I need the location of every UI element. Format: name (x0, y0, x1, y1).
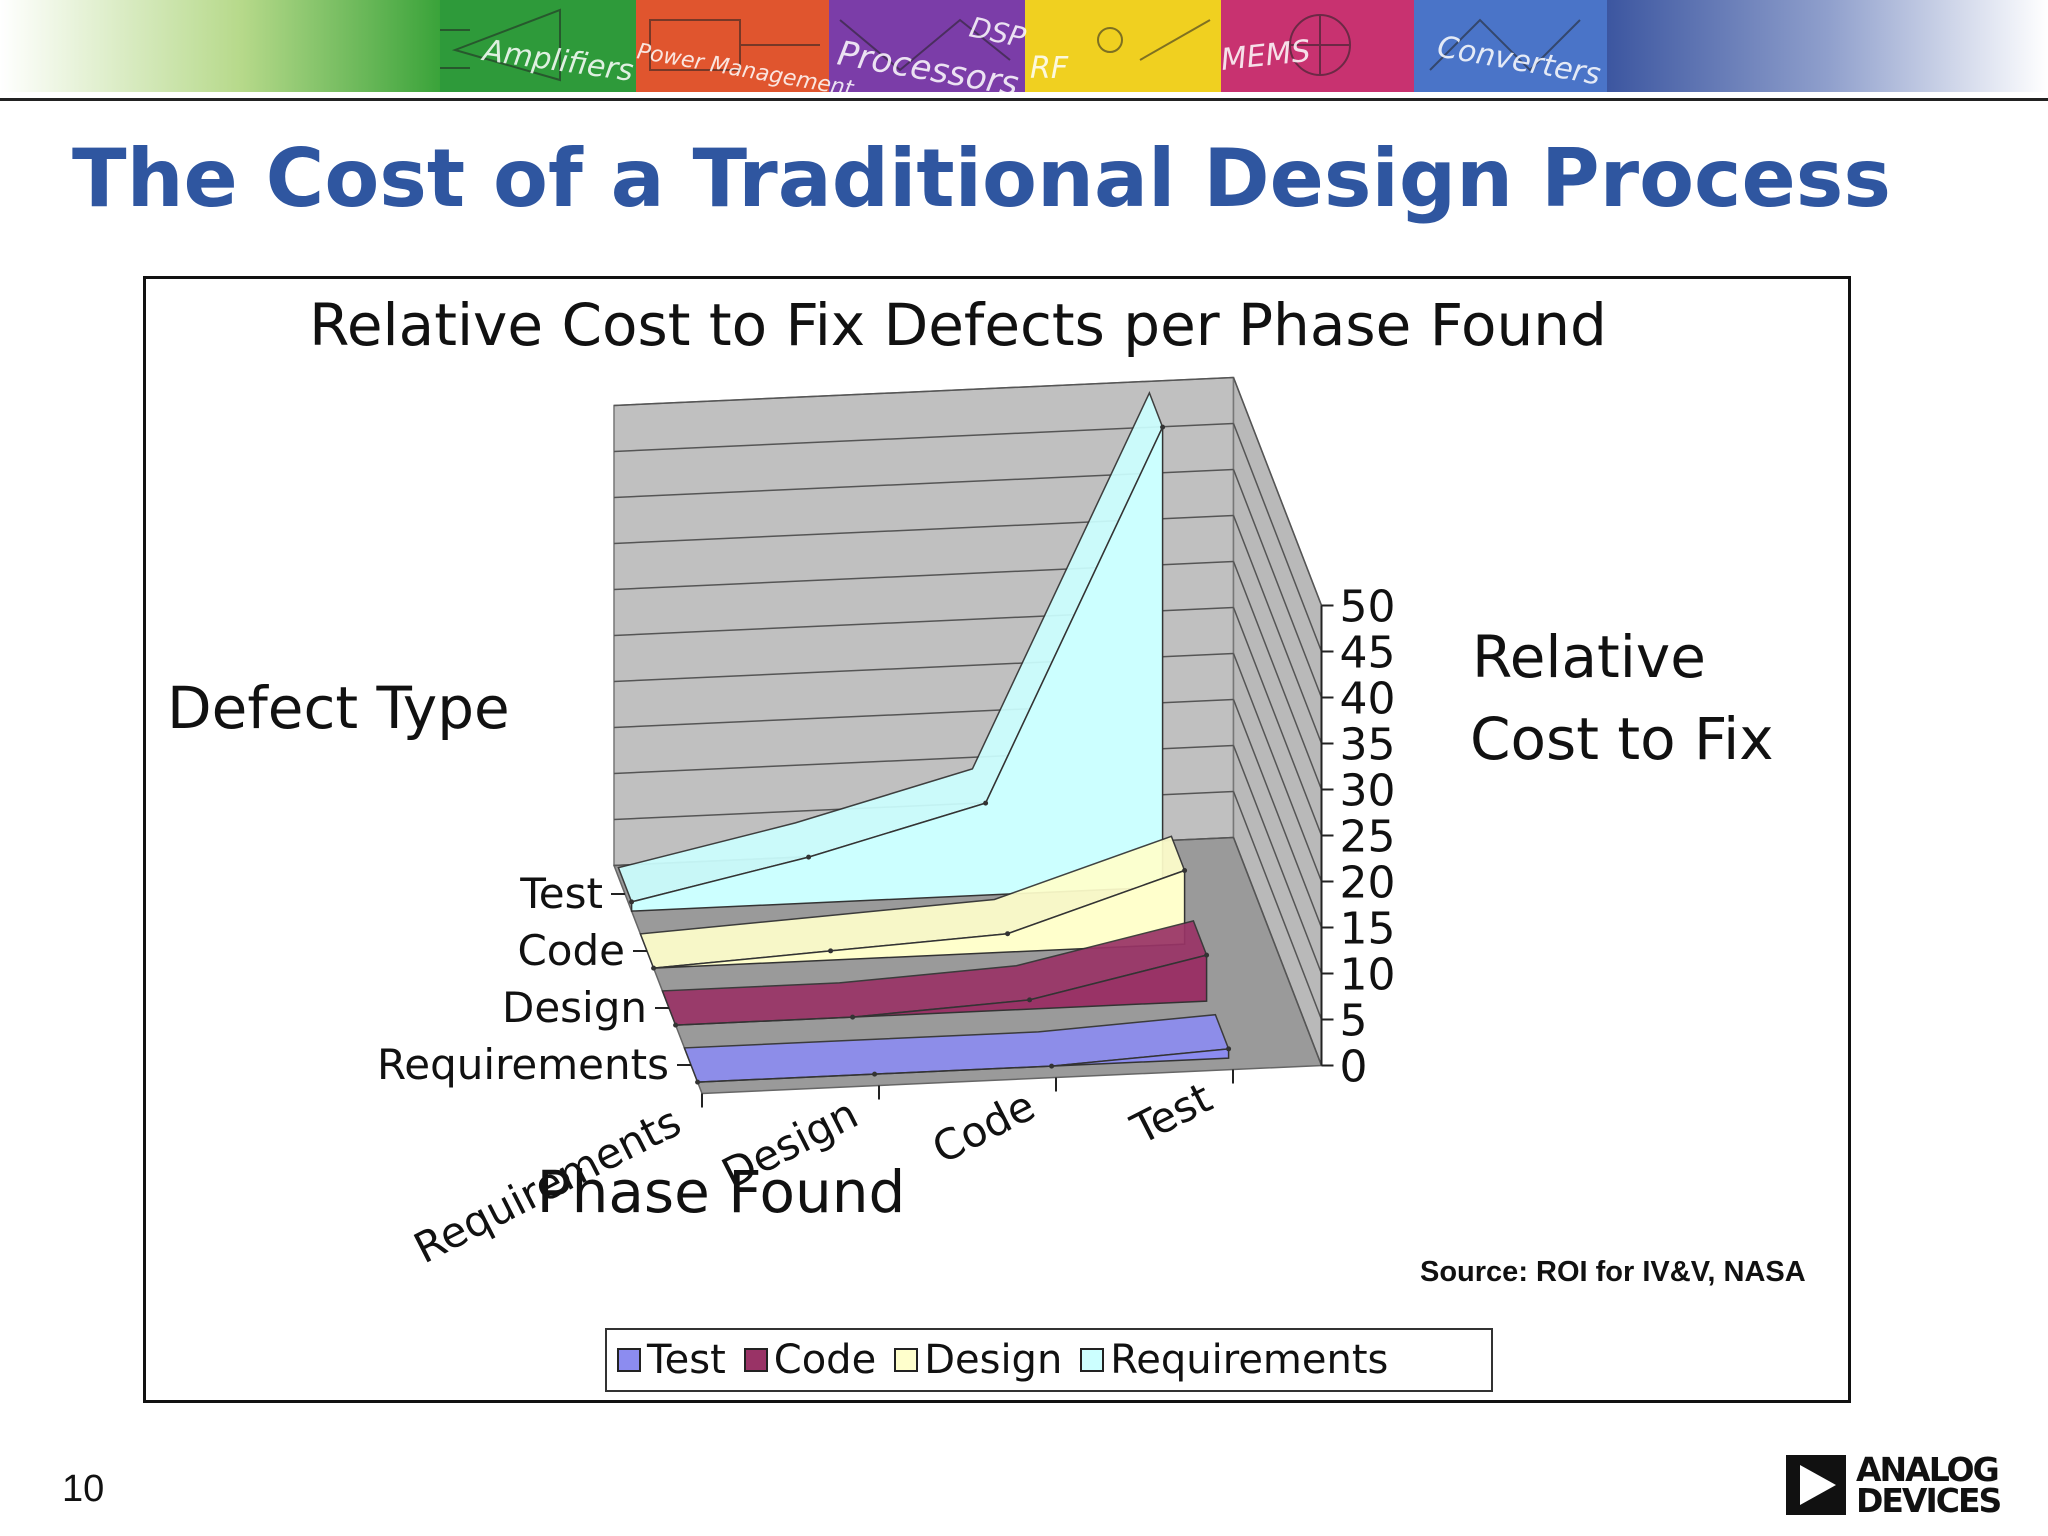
legend-item: Requirements (1080, 1337, 1388, 1383)
chart-svg: Relative Cost to Fix Defects per Phase F… (167, 291, 1774, 1273)
data-point (806, 854, 812, 860)
y-axis-title-line: Cost to Fix (1470, 705, 1774, 773)
gridline (1232, 515, 1323, 744)
gridline (1232, 745, 1323, 974)
y-tick-label: 5 (1340, 996, 1368, 1047)
depth-axis-title: Defect Type (167, 674, 510, 742)
y-tick-label: 45 (1340, 628, 1396, 679)
y-axis-title-line: Relative (1472, 623, 1706, 691)
gridline (1232, 469, 1323, 698)
gridline (613, 422, 1234, 453)
data-point (850, 1014, 856, 1020)
y-tick-label: 25 (1340, 812, 1396, 863)
banner-divider (0, 98, 2048, 101)
data-point (629, 899, 635, 905)
gridline (1232, 561, 1323, 790)
y-tick-label: 15 (1340, 904, 1396, 955)
gridline (1232, 791, 1323, 1020)
logo-line: DEVICES (1856, 1481, 2002, 1520)
depth-tick-label: Design (502, 983, 647, 1032)
header-banner: Amplifiers Power Management Processors D… (0, 0, 2048, 92)
y-tick-label: 40 (1340, 674, 1396, 725)
legend-item: Code (743, 1337, 877, 1383)
legend-swatch (617, 1348, 641, 1372)
source-note: Source: ROI for IV&V, NASA (1420, 1256, 1806, 1288)
gridline (1232, 699, 1323, 928)
data-point (1160, 424, 1166, 430)
y-tick-label: 35 (1340, 720, 1396, 771)
legend-label: Code (773, 1337, 877, 1383)
data-point (872, 1071, 878, 1077)
legend-label: Test (647, 1337, 726, 1383)
y-tick-label: 20 (1340, 858, 1396, 909)
data-point (1182, 868, 1188, 873)
banner-graphic: Amplifiers Power Management Processors D… (0, 0, 2048, 92)
banner-label: RF (1030, 51, 1069, 86)
legend-item: Test (617, 1337, 726, 1383)
analog-devices-logo: ANALOG DEVICES (1786, 1450, 2002, 1520)
chart-legend: Test Code Design Requirements (605, 1328, 1493, 1392)
data-point (1027, 997, 1033, 1003)
legend-swatch (1080, 1348, 1105, 1372)
y-tick-label: 30 (1340, 766, 1396, 817)
page-number: 10 (62, 1468, 105, 1510)
data-point (695, 1079, 701, 1085)
legend-label: Requirements (1110, 1337, 1389, 1383)
data-point (1049, 1063, 1055, 1069)
chart-title: Relative Cost to Fix Defects per Phase F… (309, 291, 1607, 359)
data-point (651, 965, 657, 971)
y-axis-title: Relative Cost to Fix (1470, 623, 1774, 773)
gridline (1232, 607, 1323, 836)
gridline (1232, 837, 1323, 1066)
gridline (1232, 653, 1323, 882)
logo-mark-icon (1786, 1455, 1846, 1515)
x-tick-label: Test (1123, 1073, 1220, 1155)
depth-tick-label: Test (519, 869, 603, 918)
depth-tick-label: Requirements (377, 1040, 669, 1089)
data-point (673, 1022, 679, 1028)
x-axis-title: Phase Found (537, 1158, 906, 1226)
data-point (1226, 1046, 1232, 1052)
data-point (1005, 931, 1011, 937)
legend-swatch (743, 1348, 768, 1372)
data-point (828, 948, 834, 954)
gridline (1232, 377, 1323, 606)
legend-item: Design (894, 1337, 1062, 1383)
x-tick-label: Code (924, 1081, 1042, 1173)
slide-title: The Cost of a Traditional Design Process (72, 132, 1891, 225)
gridline (613, 376, 1234, 407)
chart-frame: Relative Cost to Fix Defects per Phase F… (143, 276, 1851, 1403)
gridline (1232, 423, 1323, 652)
legend-label: Design (924, 1337, 1063, 1383)
y-tick-label: 0 (1340, 1042, 1368, 1093)
series-area (675, 954, 1208, 1026)
data-point (1204, 952, 1210, 958)
y-tick-label: 50 (1340, 582, 1396, 633)
y-tick-label: 10 (1340, 950, 1396, 1001)
series-area (697, 1048, 1230, 1083)
legend-swatch (894, 1348, 919, 1372)
depth-tick-label: Code (517, 926, 625, 975)
logo-text: ANALOG DEVICES (1856, 1450, 2002, 1520)
data-point (983, 800, 989, 806)
logo-line: ANALOG (1856, 1450, 2000, 1489)
